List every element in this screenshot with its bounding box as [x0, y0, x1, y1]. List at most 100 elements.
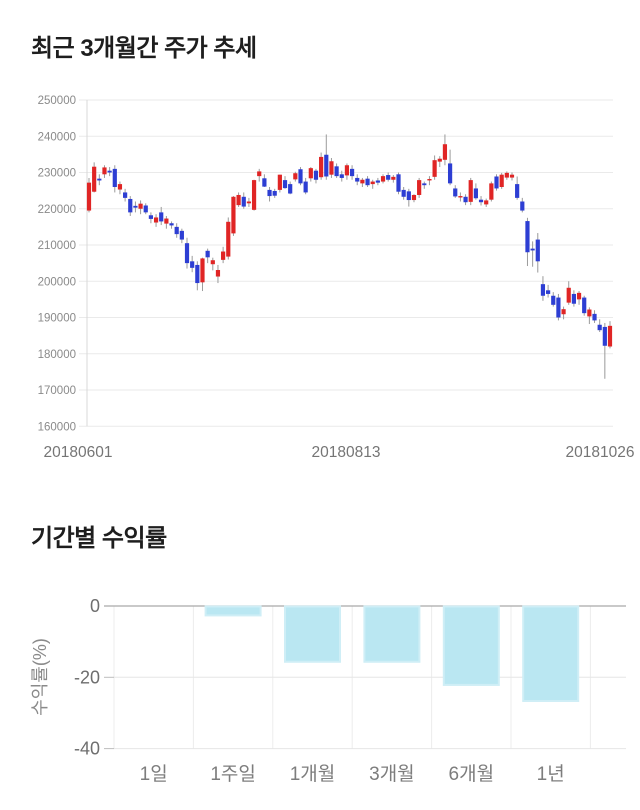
- candle-body: [360, 179, 365, 184]
- return-bar: [522, 605, 580, 702]
- candle-body: [478, 199, 484, 203]
- candle-body: [324, 154, 329, 177]
- candle-body: [117, 184, 123, 190]
- candle-body: [540, 284, 546, 296]
- candle-body: [468, 180, 473, 202]
- candle-body: [102, 167, 107, 175]
- period-returns-title: 기간별 수익률: [31, 525, 167, 552]
- candle-body: [236, 194, 241, 206]
- candle-body: [592, 313, 597, 321]
- candle-body: [587, 309, 592, 317]
- candle-body: [133, 205, 138, 208]
- category-label: 6개월: [449, 763, 495, 785]
- y-tick-label: 170000: [38, 385, 76, 397]
- candle-body: [174, 226, 179, 235]
- candle-body: [153, 217, 159, 223]
- candle-body: [386, 175, 391, 180]
- candle-body: [277, 174, 282, 190]
- candle-body: [602, 326, 607, 346]
- candle-body: [484, 200, 489, 205]
- candle-body: [251, 180, 257, 210]
- candle-body: [375, 180, 380, 183]
- y-tick-label: 250000: [38, 95, 76, 107]
- price-trend-title: 최근 3개월간 주가 추세: [31, 35, 257, 62]
- candle-body: [515, 184, 520, 198]
- y-tick-label: 190000: [38, 313, 76, 325]
- candle-body: [169, 223, 174, 226]
- candle-body: [272, 190, 277, 196]
- candle-body: [597, 324, 602, 331]
- candle-body: [442, 144, 448, 160]
- candle-body: [370, 181, 375, 185]
- candle-body: [401, 189, 406, 197]
- candle-body: [432, 160, 437, 177]
- candle-body: [267, 189, 272, 197]
- candle-body: [551, 295, 556, 305]
- candle-body: [241, 196, 246, 207]
- y-tick-label: 200000: [38, 276, 76, 288]
- candle-body: [422, 183, 427, 186]
- candle-body: [303, 181, 308, 193]
- candle-body: [355, 177, 360, 182]
- candlestick-svg: 250000 240000 230000 220000 210000 200000 1900…: [38, 95, 635, 461]
- candle-body: [205, 250, 210, 258]
- candle-body: [313, 170, 319, 180]
- x-tick-label: 20181026: [566, 444, 635, 461]
- candle-body: [417, 180, 422, 195]
- y-tick-label: 210000: [38, 240, 76, 252]
- candle-body: [582, 297, 587, 314]
- candle-body: [164, 218, 169, 224]
- candle-body: [489, 183, 494, 200]
- candle-body: [257, 171, 262, 177]
- candle-body: [262, 178, 267, 187]
- return-bar: [204, 605, 262, 617]
- candle-body: [200, 258, 205, 283]
- candle-body: [221, 251, 226, 260]
- candle-body: [339, 174, 344, 178]
- candle-body: [411, 194, 417, 201]
- candle-body: [396, 174, 401, 192]
- candle-body: [365, 178, 370, 186]
- candle-body: [520, 201, 525, 211]
- candle-body: [319, 156, 324, 178]
- candle-body: [288, 184, 293, 194]
- candle-body: [427, 179, 432, 181]
- candle-body: [112, 168, 117, 187]
- x-tick-label: 20180601: [44, 444, 113, 461]
- candle-body: [458, 196, 463, 198]
- candle-body: [231, 196, 236, 234]
- candle-body: [473, 188, 478, 199]
- candle-body: [308, 168, 313, 179]
- candle-body: [92, 166, 97, 192]
- candle-body: [123, 192, 128, 198]
- candle-body: [494, 176, 499, 189]
- candle-body: [556, 297, 561, 318]
- candle-body: [190, 261, 195, 268]
- x-tick-label: 20180813: [312, 444, 381, 461]
- candle-body: [545, 290, 551, 294]
- y-tick-label: 0: [90, 596, 100, 616]
- candle-body: [453, 188, 458, 197]
- candle-body: [571, 293, 576, 304]
- candle-body: [463, 196, 468, 203]
- candle-body: [561, 309, 566, 315]
- candle-body: [447, 163, 453, 184]
- candle-body: [226, 221, 231, 257]
- candle-body: [97, 178, 102, 181]
- candle-body: [138, 203, 143, 209]
- price-candlestick-chart: 250000 240000 230000 220000 210000 200000 1900…: [0, 88, 640, 478]
- candle-body: [525, 221, 530, 253]
- return-bar: [363, 605, 421, 663]
- candle-body: [107, 170, 112, 173]
- candle-body: [148, 215, 154, 219]
- y-tick-label: 180000: [38, 349, 76, 361]
- candle-body: [504, 172, 509, 178]
- y-tick-label: 240000: [38, 131, 76, 143]
- return-bar: [284, 605, 341, 663]
- candle-body: [184, 243, 190, 264]
- period-returns-bar-chart: 0 -20 -40 1일 1주일 1개월 3개월 6개월 1년 수익률(%): [0, 575, 640, 810]
- category-label: 1개월: [290, 763, 336, 785]
- candle-body: [86, 182, 92, 211]
- y-tick-label: -40: [74, 739, 100, 759]
